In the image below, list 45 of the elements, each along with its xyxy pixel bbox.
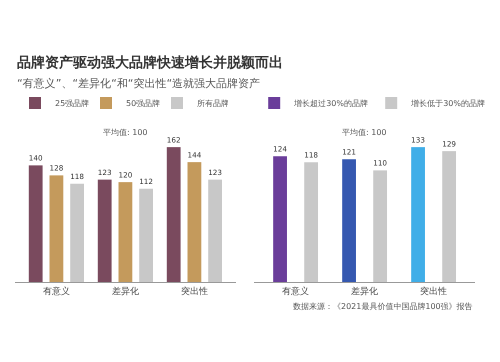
bar (342, 159, 356, 282)
bar (98, 180, 112, 282)
bar (442, 151, 456, 282)
data-label: 112 (139, 176, 153, 186)
chart-subtitle: “有意义”、“差异化“和“突出性“造就强大品牌资产 (17, 77, 260, 90)
bar (70, 184, 84, 282)
legend-label: 增长低于30%的品牌 (410, 99, 485, 108)
legend-label: 50强品牌 (126, 99, 160, 108)
data-label: 129 (442, 139, 456, 148)
bar (411, 147, 425, 282)
data-label: 140 (28, 154, 43, 163)
x-tick-label: 突出性 (180, 286, 208, 297)
data-label: 133 (411, 135, 426, 144)
legend-label: 25强品牌 (55, 99, 90, 108)
data-label: 144 (188, 150, 202, 160)
data-label: 123 (98, 168, 112, 177)
bar (28, 165, 43, 282)
data-label: 110 (373, 158, 388, 168)
x-tick-label: 差异化 (112, 286, 139, 297)
bar (118, 182, 132, 282)
chart-title: 品牌资产驱动强大品牌快速增长并脱颖而出 (17, 54, 283, 71)
x-tick-label: 突出性 (420, 286, 448, 297)
data-label: 162 (166, 135, 181, 144)
bar (208, 180, 222, 282)
data-label: 123 (208, 168, 222, 177)
data-label: 124 (273, 144, 288, 154)
bar (373, 170, 388, 282)
bar (50, 175, 64, 282)
x-tick-label: 有意义 (282, 286, 310, 297)
bar (304, 162, 318, 282)
x-tick-label: 差异化 (351, 286, 378, 297)
data-label: 118 (70, 172, 84, 181)
bar (273, 156, 287, 282)
source-note: 数据来源：《2021最具价值中国品牌100强》报告 (293, 302, 473, 311)
data-label: 121 (342, 147, 356, 156)
x-tick-label: 有意义 (42, 286, 70, 297)
bar (166, 147, 181, 282)
bar (139, 188, 153, 282)
legend-label: 增长超过30%的品牌 (293, 99, 368, 108)
data-label: 118 (304, 150, 318, 160)
data-label: 120 (118, 170, 133, 180)
bar (188, 162, 202, 282)
text: 平均值: 100 (103, 128, 148, 137)
text: 平均值: 100 (342, 128, 387, 137)
data-label: 128 (50, 164, 64, 173)
